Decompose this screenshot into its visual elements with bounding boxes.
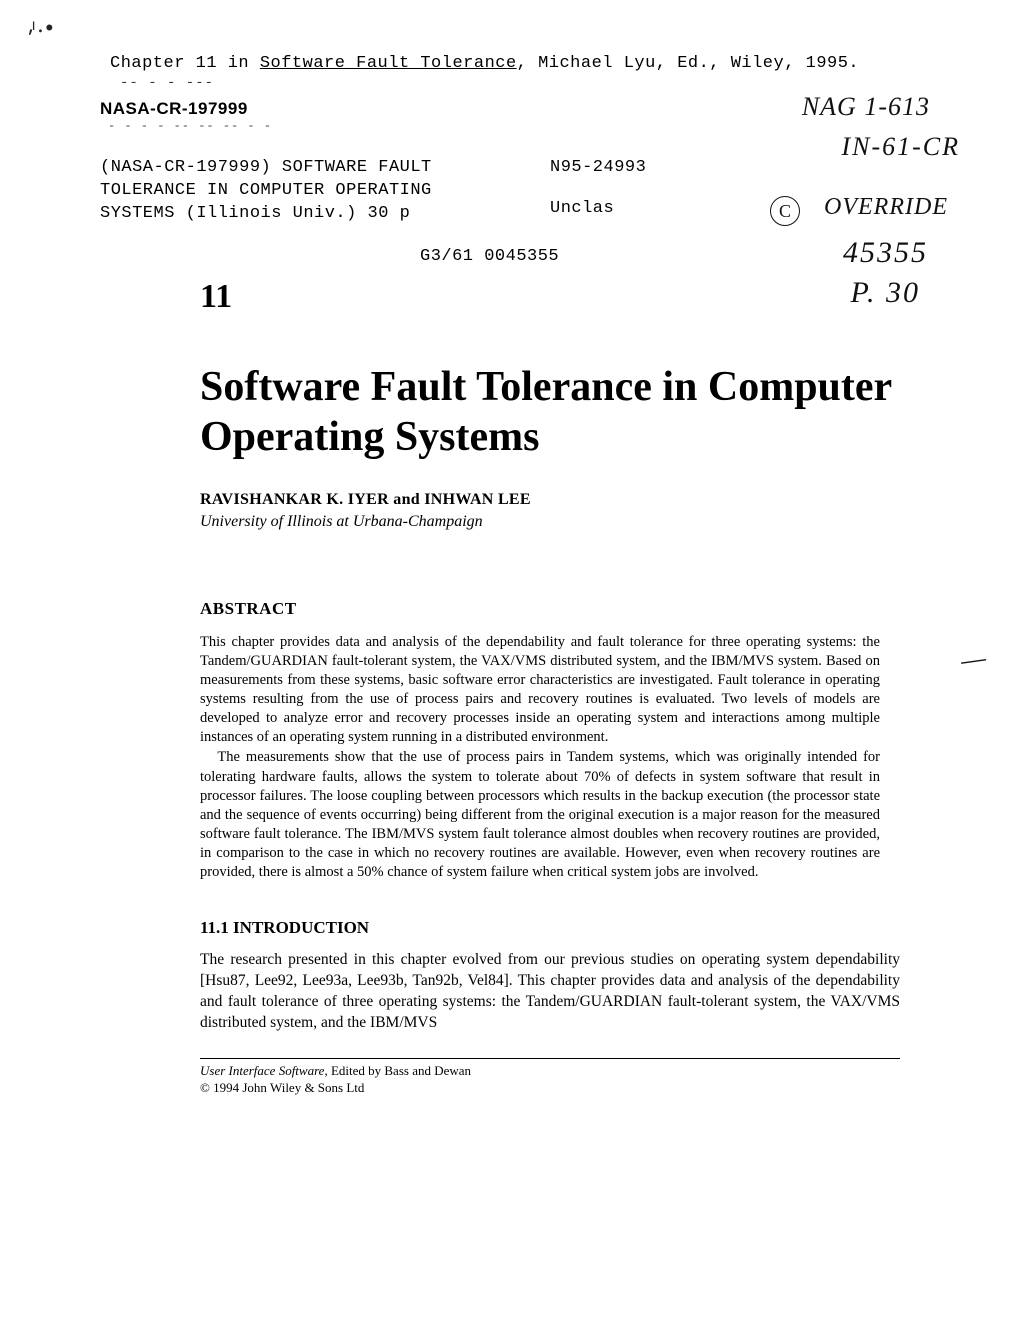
abstract-paragraph-2: The measurements show that the use of pr…: [200, 748, 880, 882]
chapter-ref-pre: Chapter 11 in: [110, 54, 260, 73]
handwritten-page-count: P. 30: [851, 276, 920, 310]
chapter-ref-post: , Michael Lyu, Ed., Wiley, 1995.: [517, 54, 859, 73]
authors: RAVISHANKAR K. IYER and INHWAN LEE: [200, 491, 930, 509]
catalog-left-line-2: TOLERANCE IN COMPUTER OPERATING: [100, 180, 490, 203]
catalog-block: (NASA-CR-197999) SOFTWARE FAULT TOLERANC…: [100, 157, 930, 239]
footer-line-1: User Interface Software, Edited by Bass …: [200, 1063, 930, 1080]
handwritten-circled-c: C: [770, 196, 800, 226]
page-scuff-mark: ⸴ᶦ ⸳ •: [28, 12, 51, 42]
handwritten-number: 45355: [843, 236, 928, 270]
chapter-reference-line: Chapter 11 in Software Fault Tolerance, …: [110, 54, 930, 73]
abstract-body: This chapter provides data and analysis …: [200, 633, 880, 883]
abstract-paragraph-1: This chapter provides data and analysis …: [200, 633, 880, 748]
footer: User Interface Software, Edited by Bass …: [200, 1063, 930, 1097]
handwritten-override: OVERRIDE: [824, 194, 948, 221]
handwritten-in-code: IN-61-CR: [841, 132, 960, 162]
catalog-left-line-1: (NASA-CR-197999) SOFTWARE FAULT: [100, 157, 490, 180]
chapter-title: Software Fault Tolerance in Computer Ope…: [200, 362, 900, 463]
chapter-number: 11: [200, 278, 930, 316]
abstract-heading: ABSTRACT: [200, 599, 930, 619]
footer-rule: [200, 1058, 900, 1059]
catalog-left: (NASA-CR-197999) SOFTWARE FAULT TOLERANC…: [100, 157, 490, 226]
affiliation: University of Illinois at Urbana-Champai…: [200, 513, 930, 531]
catalog-classification: Unclas: [550, 198, 646, 221]
dash-marks-1: -- - - ---: [120, 75, 930, 91]
footer-copyright: © 1994 John Wiley & Sons Ltd: [200, 1080, 930, 1097]
footer-editors: , Edited by Bass and Dewan: [324, 1063, 471, 1078]
handwritten-nag-number: NAG 1-613: [802, 92, 930, 122]
catalog-right: N95-24993 Unclas: [550, 157, 646, 239]
introduction-heading: 11.1 INTRODUCTION: [200, 918, 930, 938]
introduction-body: The research presented in this chapter e…: [200, 950, 900, 1034]
handwritten-tick-mark: —: [959, 642, 988, 677]
chapter-ref-underlined: Software Fault Tolerance: [260, 54, 517, 73]
catalog-accession: N95-24993: [550, 157, 646, 180]
catalog-left-line-3: SYSTEMS (Illinois Univ.) 30 p: [100, 203, 490, 226]
footer-book-title: User Interface Software: [200, 1063, 324, 1078]
